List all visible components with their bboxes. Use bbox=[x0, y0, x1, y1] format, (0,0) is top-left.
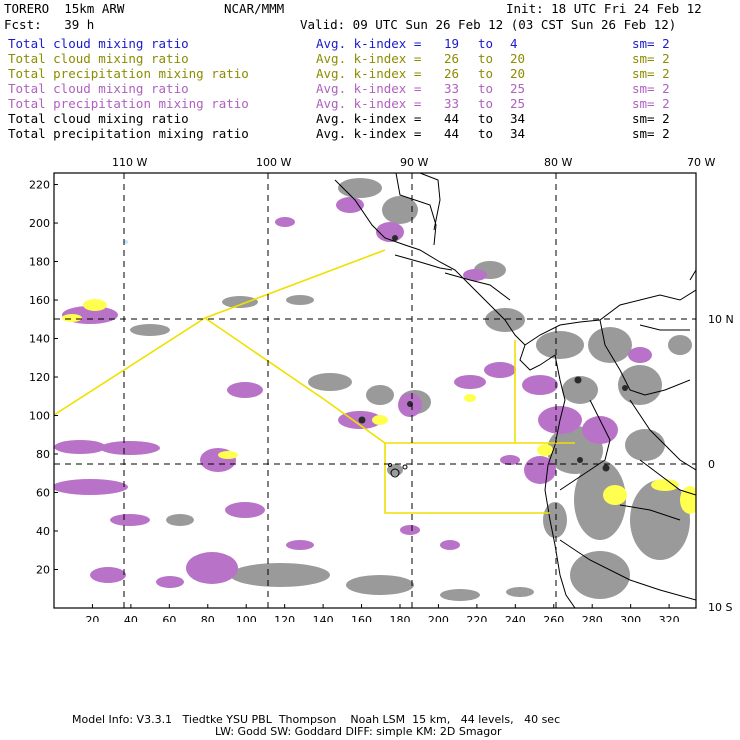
y-tick-label: 20 bbox=[36, 564, 50, 577]
y-axis-ticks: 20 40 60 80 100 120 140 160 180 200 220 bbox=[29, 179, 58, 577]
valid-time: Valid: 09 UTC Sun 26 Feb 12 (03 CST Sun … bbox=[300, 17, 677, 32]
init-time: Init: 18 UTC Fri 24 Feb 12 bbox=[506, 1, 702, 16]
legend-smoothing: sm= 2 bbox=[632, 51, 670, 66]
legend-range-to-label: to bbox=[478, 36, 494, 51]
x-tick-label: 280 bbox=[582, 614, 603, 622]
y-tick-label: 200 bbox=[29, 217, 50, 230]
legend-range-from: 33 bbox=[444, 81, 460, 96]
model-info-line: Model Info: V3.3.1 Tiedtke YSU PBL Thomp… bbox=[72, 713, 561, 726]
y-tick-label: 100 bbox=[29, 410, 50, 423]
coastlines bbox=[334, 173, 696, 608]
x-axis-ticks: 20 40 60 80 100 120 140 160 180 200 220 240 260 280 30… bbox=[85, 604, 680, 622]
legend-smoothing: sm= 2 bbox=[632, 36, 670, 51]
legend-range-to: 4 bbox=[510, 36, 518, 51]
legend-index-label: Avg. k-index = bbox=[316, 51, 422, 66]
lon-label-70w: 70 W bbox=[687, 156, 715, 169]
gray-cloud-regions bbox=[130, 178, 692, 601]
y-tick-label: 120 bbox=[29, 371, 50, 384]
x-tick-label: 320 bbox=[659, 614, 680, 622]
legend-range-to: 34 bbox=[510, 126, 526, 141]
legend-range-to: 34 bbox=[510, 111, 526, 126]
weather-map: 20 40 60 80 100 120 140 160 180 200 220 240 260 280 30… bbox=[29, 156, 734, 622]
legend-field-name: Total cloud mixing ratio bbox=[8, 81, 189, 96]
dark-cloud-cores bbox=[358, 235, 628, 472]
x-tick-label: 80 bbox=[201, 614, 215, 622]
galapagos-islands bbox=[388, 463, 408, 478]
legend-index-label: Avg. k-index = bbox=[316, 81, 422, 96]
x-tick-label: 220 bbox=[466, 614, 487, 622]
legend-range-to-label: to bbox=[478, 51, 494, 66]
x-tick-label: 140 bbox=[313, 614, 334, 622]
model-title: TORERO 15km ARW bbox=[4, 1, 125, 16]
x-tick-label: 20 bbox=[85, 614, 99, 622]
legend-range-to-label: to bbox=[478, 126, 494, 141]
y-tick-label: 160 bbox=[29, 294, 50, 307]
legend-field-name: Total cloud mixing ratio bbox=[8, 51, 189, 66]
y-tick-label: 180 bbox=[29, 256, 50, 269]
legend-range-from: 44 bbox=[444, 111, 460, 126]
physics-info-line: LW: Godd SW: Goddard DIFF: simple KM: 2D… bbox=[215, 725, 502, 738]
lat-label-0: 0 bbox=[708, 458, 715, 471]
lon-label-100w: 100 W bbox=[256, 156, 291, 169]
legend-index-label: Avg. k-index = bbox=[316, 36, 422, 51]
legend-smoothing: sm= 2 bbox=[632, 66, 670, 81]
x-tick-label: 160 bbox=[351, 614, 372, 622]
lon-label-80w: 80 W bbox=[544, 156, 572, 169]
legend-smoothing: sm= 2 bbox=[632, 126, 670, 141]
legend-field-name: Total cloud mixing ratio bbox=[8, 36, 189, 51]
legend-range-to: 20 bbox=[510, 66, 526, 81]
legend-field-name: Total precipitation mixing ratio bbox=[8, 66, 249, 81]
legend-smoothing: sm= 2 bbox=[632, 81, 670, 96]
legend-index-label: Avg. k-index = bbox=[316, 96, 422, 111]
legend-index-label: Avg. k-index = bbox=[316, 126, 422, 141]
legend-index-label: Avg. k-index = bbox=[316, 111, 422, 126]
x-tick-label: 120 bbox=[274, 614, 295, 622]
legend-smoothing: sm= 2 bbox=[632, 111, 670, 126]
x-tick-label: 240 bbox=[505, 614, 526, 622]
forecast-hour: Fcst: 39 h bbox=[4, 17, 95, 32]
x-tick-label: 100 bbox=[236, 614, 257, 622]
legend-range-from: 33 bbox=[444, 96, 460, 111]
legend-range-to: 25 bbox=[510, 96, 526, 111]
lon-label-110w: 110 W bbox=[112, 156, 147, 169]
x-tick-label: 180 bbox=[389, 614, 410, 622]
x-tick-label: 300 bbox=[620, 614, 641, 622]
legend-range-from: 26 bbox=[444, 66, 460, 81]
legend-range-to: 25 bbox=[510, 81, 526, 96]
yellow-cloud-regions bbox=[62, 299, 696, 514]
legend-range-to-label: to bbox=[478, 66, 494, 81]
analysis-lines bbox=[54, 249, 575, 514]
lon-label-90w: 90 W bbox=[400, 156, 428, 169]
legend-range-from: 19 bbox=[444, 36, 460, 51]
org-label: NCAR/MMM bbox=[224, 1, 285, 16]
x-tick-label: 200 bbox=[428, 614, 449, 622]
legend-index-label: Avg. k-index = bbox=[316, 66, 422, 81]
y-tick-label: 80 bbox=[36, 448, 50, 461]
y-tick-label: 40 bbox=[36, 525, 50, 538]
lat-label-10s: 10 S bbox=[708, 601, 732, 614]
legend-field-name: Total precipitation mixing ratio bbox=[8, 96, 249, 111]
legend-smoothing: sm= 2 bbox=[632, 96, 670, 111]
legend-range-to-label: to bbox=[478, 81, 494, 96]
legend-field-name: Total precipitation mixing ratio bbox=[8, 126, 249, 141]
y-tick-label: 140 bbox=[29, 333, 50, 346]
legend-range-from: 44 bbox=[444, 126, 460, 141]
legend-range-from: 26 bbox=[444, 51, 460, 66]
map-frame bbox=[53, 172, 697, 609]
x-tick-label: 260 bbox=[543, 614, 564, 622]
legend-field-name: Total cloud mixing ratio bbox=[8, 111, 189, 126]
x-tick-label: 60 bbox=[162, 614, 176, 622]
legend-range-to-label: to bbox=[478, 96, 494, 111]
y-tick-label: 220 bbox=[29, 179, 50, 192]
lat-label-10n: 10 N bbox=[708, 313, 734, 326]
x-tick-label: 40 bbox=[124, 614, 138, 622]
lat-lon-grid bbox=[54, 173, 696, 608]
legend-range-to: 20 bbox=[510, 51, 526, 66]
y-tick-label: 60 bbox=[36, 487, 50, 500]
legend-range-to-label: to bbox=[478, 111, 494, 126]
